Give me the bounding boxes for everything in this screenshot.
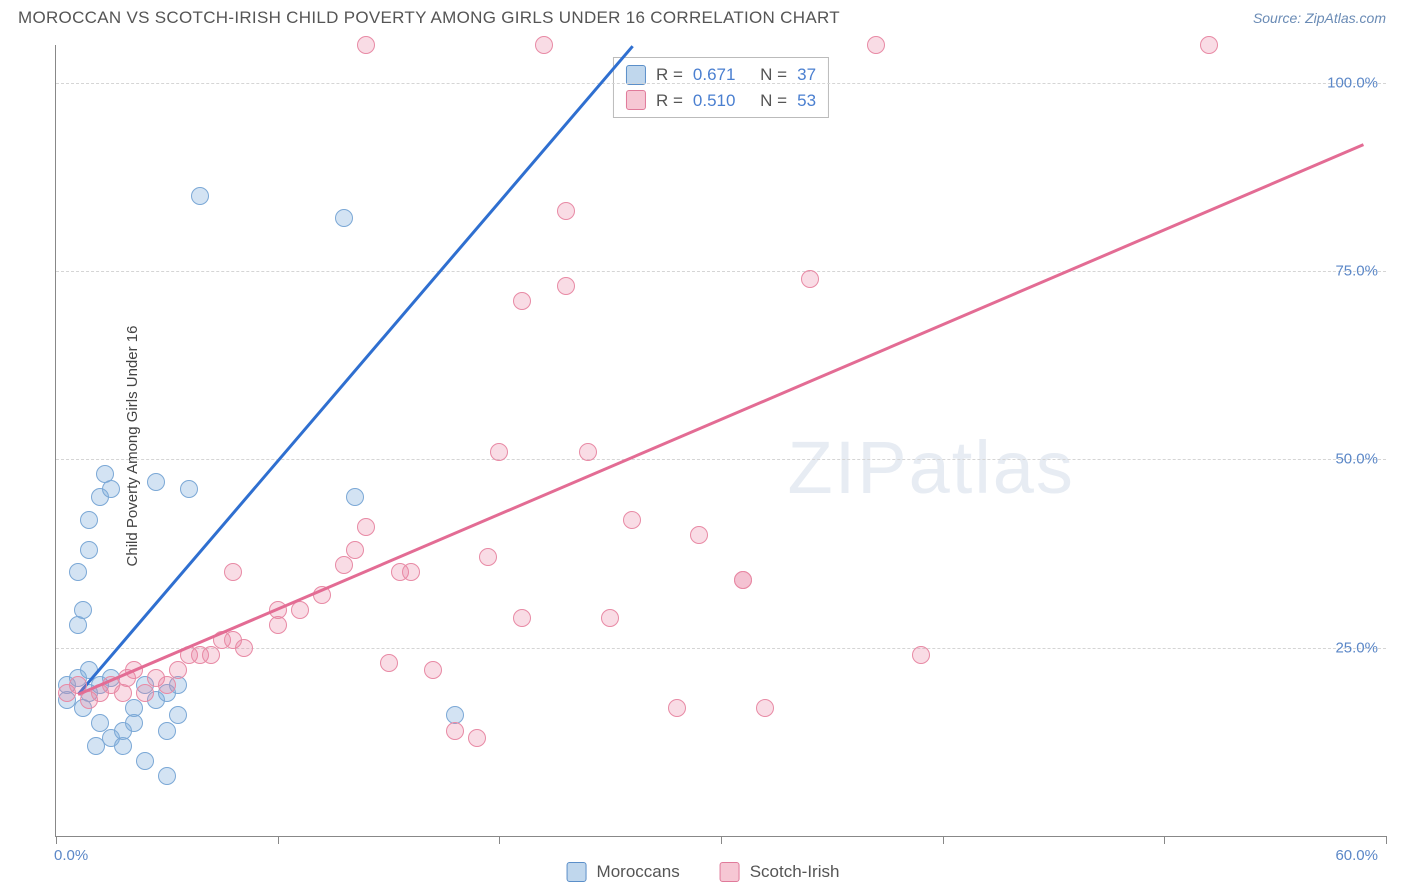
- scatter-point: [224, 563, 242, 581]
- scatter-point: [424, 661, 442, 679]
- scatter-point: [180, 480, 198, 498]
- scatter-point: [690, 526, 708, 544]
- legend-label: Moroccans: [597, 862, 680, 882]
- scatter-point: [74, 601, 92, 619]
- chart-title: MOROCCAN VS SCOTCH-IRISH CHILD POVERTY A…: [18, 8, 840, 28]
- scatter-point: [468, 729, 486, 747]
- y-tick-label: 75.0%: [1335, 263, 1378, 280]
- scatter-point: [513, 609, 531, 627]
- scatter-point: [235, 639, 253, 657]
- x-tick: [1164, 836, 1165, 844]
- swatch-pink-icon: [720, 862, 740, 882]
- scatter-point: [346, 488, 364, 506]
- scatter-point: [513, 292, 531, 310]
- gridline-h: [56, 648, 1386, 649]
- scatter-point: [125, 699, 143, 717]
- scatter-point: [601, 609, 619, 627]
- scatter-point: [357, 518, 375, 536]
- scatter-point: [535, 36, 553, 54]
- scatter-point: [291, 601, 309, 619]
- scatter-point: [623, 511, 641, 529]
- x-tick: [721, 836, 722, 844]
- scatter-point: [479, 548, 497, 566]
- scatter-point: [191, 187, 209, 205]
- n-label: N =: [760, 62, 787, 88]
- scatter-point: [335, 209, 353, 227]
- trend-line: [77, 45, 633, 694]
- watermark: ZIPatlas: [788, 425, 1075, 510]
- scatter-point: [96, 465, 114, 483]
- scatter-point: [579, 443, 597, 461]
- legend-item-moroccans: Moroccans: [567, 862, 680, 882]
- stats-row-scotch-irish: R = 0.510 N = 53: [626, 88, 816, 114]
- scatter-point: [80, 511, 98, 529]
- scatter-point: [147, 473, 165, 491]
- scatter-point: [446, 722, 464, 740]
- scatter-point: [557, 277, 575, 295]
- plot-container: ZIPatlas R = 0.671 N = 37 R = 0.510 N = …: [55, 45, 1386, 837]
- scatter-point: [169, 706, 187, 724]
- n-label: N =: [760, 88, 787, 114]
- scatter-point: [80, 541, 98, 559]
- x-tick: [56, 836, 57, 844]
- watermark-text-1: ZIP: [788, 426, 909, 509]
- n-value: 37: [797, 62, 816, 88]
- gridline-h: [56, 83, 1386, 84]
- scatter-point: [346, 541, 364, 559]
- r-label: R =: [656, 62, 683, 88]
- swatch-blue-icon: [567, 862, 587, 882]
- r-value: 0.671: [693, 62, 736, 88]
- scatter-point: [158, 722, 176, 740]
- scatter-point: [136, 752, 154, 770]
- stats-row-moroccans: R = 0.671 N = 37: [626, 62, 816, 88]
- y-tick-label: 50.0%: [1335, 451, 1378, 468]
- chart-header: MOROCCAN VS SCOTCH-IRISH CHILD POVERTY A…: [0, 0, 1406, 32]
- scatter-point: [202, 646, 220, 664]
- y-tick-label: 25.0%: [1335, 639, 1378, 656]
- gridline-h: [56, 271, 1386, 272]
- trend-line: [78, 143, 1365, 695]
- n-value: 53: [797, 88, 816, 114]
- watermark-text-2: atlas: [909, 426, 1075, 509]
- x-tick: [278, 836, 279, 844]
- scatter-point: [357, 36, 375, 54]
- scatter-point: [1200, 36, 1218, 54]
- scatter-point: [912, 646, 930, 664]
- legend-label: Scotch-Irish: [750, 862, 840, 882]
- scatter-point: [867, 36, 885, 54]
- scatter-point: [69, 563, 87, 581]
- swatch-pink-icon: [626, 90, 646, 110]
- x-tick: [499, 836, 500, 844]
- scatter-point: [557, 202, 575, 220]
- y-tick-label: 100.0%: [1327, 74, 1378, 91]
- scatter-point: [380, 654, 398, 672]
- r-value: 0.510: [693, 88, 736, 114]
- r-label: R =: [656, 88, 683, 114]
- gridline-h: [56, 459, 1386, 460]
- series-legend: Moroccans Scotch-Irish: [567, 862, 840, 882]
- correlation-stats-box: R = 0.671 N = 37 R = 0.510 N = 53: [613, 57, 829, 118]
- scatter-point: [158, 676, 176, 694]
- scatter-point: [756, 699, 774, 717]
- plot-area: ZIPatlas R = 0.671 N = 37 R = 0.510 N = …: [55, 45, 1386, 837]
- scatter-point: [335, 556, 353, 574]
- scatter-point: [402, 563, 420, 581]
- scatter-point: [158, 767, 176, 785]
- scatter-point: [136, 684, 154, 702]
- scatter-point: [801, 270, 819, 288]
- scatter-point: [169, 661, 187, 679]
- x-tick: [1386, 836, 1387, 844]
- scatter-point: [734, 571, 752, 589]
- x-tick-label: 60.0%: [1335, 847, 1378, 864]
- x-tick: [943, 836, 944, 844]
- source-attribution: Source: ZipAtlas.com: [1253, 10, 1386, 26]
- legend-item-scotch-irish: Scotch-Irish: [720, 862, 840, 882]
- x-tick-label: 0.0%: [54, 847, 88, 864]
- scatter-point: [668, 699, 686, 717]
- scatter-point: [490, 443, 508, 461]
